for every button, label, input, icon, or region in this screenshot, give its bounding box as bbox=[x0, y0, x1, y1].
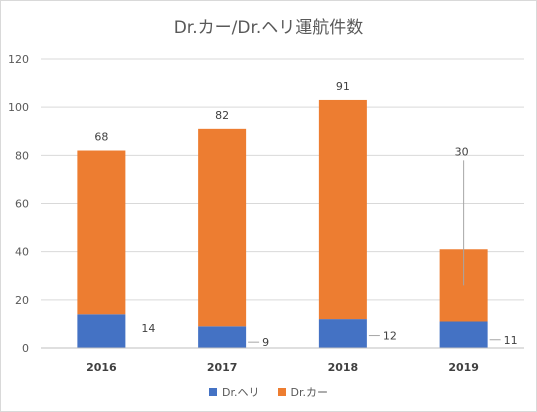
data-label-dr-heli: 9 bbox=[262, 336, 269, 349]
y-tick-label: 120 bbox=[8, 53, 29, 66]
data-label-dr-car: 91 bbox=[336, 80, 350, 93]
x-tick-label: 2017 bbox=[207, 361, 238, 374]
bar-dr-heli bbox=[77, 314, 126, 348]
bar-dr-heli bbox=[198, 326, 247, 348]
y-tick-label: 60 bbox=[15, 198, 29, 211]
data-label-dr-heli: 14 bbox=[141, 322, 155, 335]
bar-dr-heli bbox=[439, 321, 488, 348]
legend-item-heli: Dr.ヘリ bbox=[209, 384, 260, 400]
bar-dr-heli bbox=[318, 319, 367, 348]
legend-label-car: Dr.カー bbox=[290, 386, 328, 399]
legend-item-car: Dr.カー bbox=[277, 384, 328, 400]
data-label-dr-car: 30 bbox=[455, 145, 469, 158]
legend-label-heli: Dr.ヘリ bbox=[222, 386, 260, 399]
bar-dr-car bbox=[318, 99, 367, 320]
y-tick-label: 80 bbox=[15, 149, 29, 162]
bar-dr-car bbox=[198, 128, 247, 327]
x-tick-label: 2018 bbox=[328, 361, 359, 374]
legend-swatch-heli bbox=[209, 388, 218, 396]
x-tick-label: 2016 bbox=[86, 361, 117, 374]
data-label-dr-car: 82 bbox=[215, 109, 229, 122]
data-label-dr-heli: 12 bbox=[383, 330, 397, 343]
legend-swatch-car bbox=[277, 388, 286, 396]
y-tick-label: 100 bbox=[8, 101, 29, 114]
y-tick-label: 0 bbox=[22, 342, 29, 355]
y-tick-label: 40 bbox=[15, 246, 29, 259]
chart-title: Dr.カー/Dr.ヘリ運航件数 bbox=[173, 18, 364, 38]
legend: Dr.ヘリ Dr.カー bbox=[1, 384, 536, 400]
data-label-dr-car: 68 bbox=[94, 131, 108, 144]
data-label-dr-heli: 11 bbox=[504, 334, 518, 347]
bar-dr-car bbox=[77, 150, 126, 315]
y-tick-label: 20 bbox=[15, 294, 29, 307]
x-tick-label: 2019 bbox=[448, 361, 479, 374]
